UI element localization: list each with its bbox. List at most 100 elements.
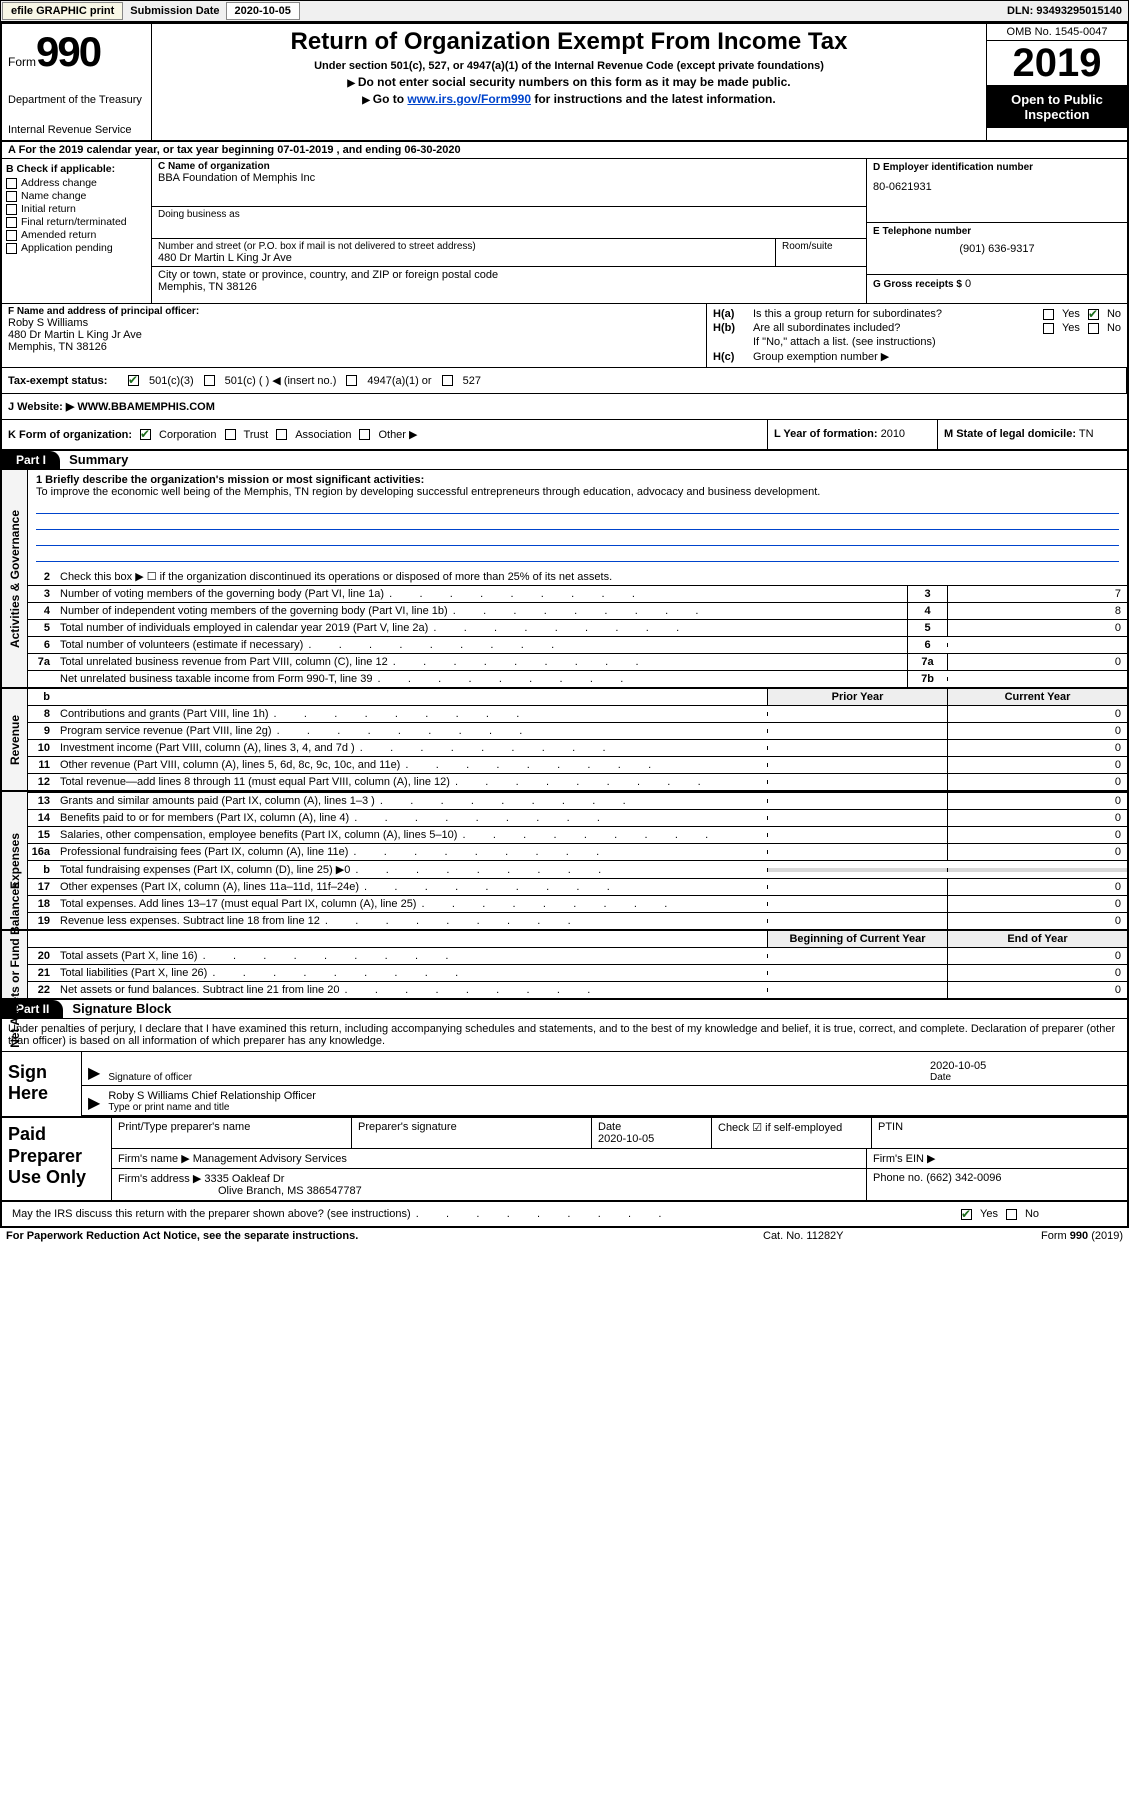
prior-year-hdr: Prior Year — [767, 689, 947, 705]
hc-text: Group exemption number ▶ — [753, 350, 1121, 363]
prep-name: Print/Type preparer's name — [112, 1118, 352, 1148]
ha-no[interactable] — [1088, 309, 1099, 320]
column-c: C Name of organization BBA Foundation of… — [152, 159, 867, 303]
dept-treasury: Department of the Treasury — [8, 94, 145, 106]
tel-value: (901) 636-9317 — [873, 237, 1121, 255]
chk-final-return[interactable] — [6, 217, 17, 228]
street-value: 480 Dr Martin L King Jr Ave — [158, 252, 769, 264]
chk-address-change[interactable] — [6, 178, 17, 189]
lbl-assoc: Association — [295, 429, 351, 441]
form-word: Form — [8, 55, 36, 69]
officer-addr2: Memphis, TN 38126 — [8, 341, 700, 353]
mission-text: To improve the economic well being of th… — [36, 486, 820, 498]
sig-arrow2-icon: ▶ — [88, 1093, 100, 1113]
row-a: A For the 2019 calendar year, or tax yea… — [2, 142, 1127, 159]
chk-527[interactable] — [442, 375, 453, 386]
tax-exempt-status: Tax-exempt status: 501(c)(3) 501(c) ( ) … — [2, 368, 1127, 393]
line-2: 2Check this box ▶ ☐ if the organization … — [28, 568, 1127, 585]
efile-print-button[interactable]: efile GRAPHIC print — [2, 2, 123, 20]
ha-no-lbl: No — [1107, 308, 1121, 320]
header-middle: Return of Organization Exempt From Incom… — [152, 24, 987, 140]
line-13: 13Grants and similar amounts paid (Part … — [28, 792, 1127, 809]
line-20: 20Total assets (Part X, line 16)0 — [28, 947, 1127, 964]
hb-no[interactable] — [1088, 323, 1099, 334]
section-bcd-wrap: B Check if applicable: Address change Na… — [2, 159, 1127, 304]
hb-yes[interactable] — [1043, 323, 1054, 334]
dba-block: Doing business as — [152, 207, 866, 239]
column-d: D Employer identification number 80-0621… — [867, 159, 1127, 303]
part2-header: Part II Signature Block — [2, 998, 1127, 1019]
col-f: F Name and address of principal officer:… — [2, 304, 707, 367]
org-name-block: C Name of organization BBA Foundation of… — [152, 159, 866, 207]
preparer-row3: Firm's address ▶ 3335 Oakleaf DrOlive Br… — [112, 1169, 1127, 1200]
lbl-501c3: 501(c)(3) — [149, 375, 194, 387]
lbl-address-change: Address change — [21, 177, 97, 189]
open-to-public: Open to PublicInspection — [987, 86, 1127, 128]
header-right: OMB No. 1545-0047 2019 Open to PublicIns… — [987, 24, 1127, 140]
chk-4947[interactable] — [346, 375, 357, 386]
beg-year-hdr: Beginning of Current Year — [767, 931, 947, 947]
sign-here-row: Sign Here ▶ Signature of officer 2020-10… — [2, 1052, 1127, 1116]
netassets-section: Net Assets or Fund Balances Beginning of… — [2, 929, 1127, 998]
current-year-hdr: Current Year — [947, 689, 1127, 705]
line-8: 8Contributions and grants (Part VIII, li… — [28, 705, 1127, 722]
chk-amended[interactable] — [6, 230, 17, 241]
tel-block: E Telephone number (901) 636-9317 — [867, 223, 1127, 275]
line-22: 22Net assets or fund balances. Subtract … — [28, 981, 1127, 998]
i-label: Tax-exempt status: — [8, 375, 118, 387]
hb-note: If "No," attach a list. (see instruction… — [713, 336, 1121, 348]
prep-ptin: PTIN — [872, 1118, 1127, 1148]
revenue-section: Revenue b Prior Year Current Year 8Contr… — [2, 687, 1127, 790]
chk-trust[interactable] — [225, 429, 236, 440]
hb-yes-lbl: Yes — [1062, 322, 1080, 334]
row-fh: F Name and address of principal officer:… — [2, 304, 1127, 368]
part1-header: Part I Summary — [2, 451, 1127, 470]
lbl-corp: Corporation — [159, 429, 216, 441]
line-15: 15Salaries, other compensation, employee… — [28, 826, 1127, 843]
prep-selfemp: Check ☑ if self-employed — [712, 1118, 872, 1148]
org-name: BBA Foundation of Memphis Inc — [158, 172, 860, 184]
lbl-527: 527 — [463, 375, 481, 387]
expenses-section: Expenses 13Grants and similar amounts pa… — [2, 790, 1127, 929]
lbl-501c: 501(c) ( ) ◀ (insert no.) — [225, 374, 337, 387]
chk-501c[interactable] — [204, 375, 215, 386]
cat-no: Cat. No. 11282Y — [763, 1230, 963, 1242]
chk-initial-return[interactable] — [6, 204, 17, 215]
firm-name: Firm's name ▶ Management Advisory Servic… — [112, 1149, 867, 1168]
discuss-no-lbl: No — [1025, 1208, 1039, 1220]
mission-block: 1 Briefly describe the organization's mi… — [28, 470, 1127, 568]
rev-header-row: b Prior Year Current Year — [28, 689, 1127, 705]
street-label: Number and street (or P.O. box if mail i… — [158, 241, 769, 252]
irs-link[interactable]: www.irs.gov/Form990 — [407, 92, 531, 106]
gross-value: 0 — [965, 278, 971, 290]
omb-number: OMB No. 1545-0047 — [987, 24, 1127, 41]
instr-1: ▶ Do not enter social security numbers o… — [162, 75, 976, 89]
tax-year: 2019 — [987, 41, 1127, 86]
prep-sig: Preparer's signature — [352, 1118, 592, 1148]
ein-value: 80-0621931 — [873, 173, 1121, 193]
ha-text: Is this a group return for subordinates? — [753, 308, 1037, 320]
header-left: Form 990 Department of the Treasury Inte… — [2, 24, 152, 140]
chk-name-change[interactable] — [6, 191, 17, 202]
b-header: B Check if applicable: — [6, 163, 147, 175]
chk-app-pending[interactable] — [6, 243, 17, 254]
city-label: City or town, state or province, country… — [158, 269, 860, 281]
page-footer: For Paperwork Reduction Act Notice, see … — [0, 1228, 1129, 1244]
hc-row: H(c) Group exemption number ▶ — [713, 350, 1121, 363]
chk-501c3[interactable] — [128, 375, 139, 386]
discuss-yes[interactable] — [961, 1209, 972, 1220]
part2-title: Signature Block — [66, 1001, 171, 1016]
hb-row: H(b) Are all subordinates included? Yes … — [713, 322, 1121, 334]
discuss-no[interactable] — [1006, 1209, 1017, 1220]
website-value: WWW.BBAMEMPHIS.COM — [77, 401, 214, 413]
row-klm: K Form of organization: Corporation Trus… — [2, 420, 1127, 451]
firm-addr: Firm's address ▶ 3335 Oakleaf DrOlive Br… — [112, 1169, 867, 1200]
street-block: Number and street (or P.O. box if mail i… — [152, 239, 776, 266]
ha-yes[interactable] — [1043, 309, 1054, 320]
submission-date: 2020-10-05 — [226, 2, 300, 20]
chk-other[interactable] — [359, 429, 370, 440]
revenue-vlabel: Revenue — [2, 689, 28, 790]
form-number: Form 990 — [8, 28, 145, 76]
chk-corp[interactable] — [140, 429, 151, 440]
chk-assoc[interactable] — [276, 429, 287, 440]
